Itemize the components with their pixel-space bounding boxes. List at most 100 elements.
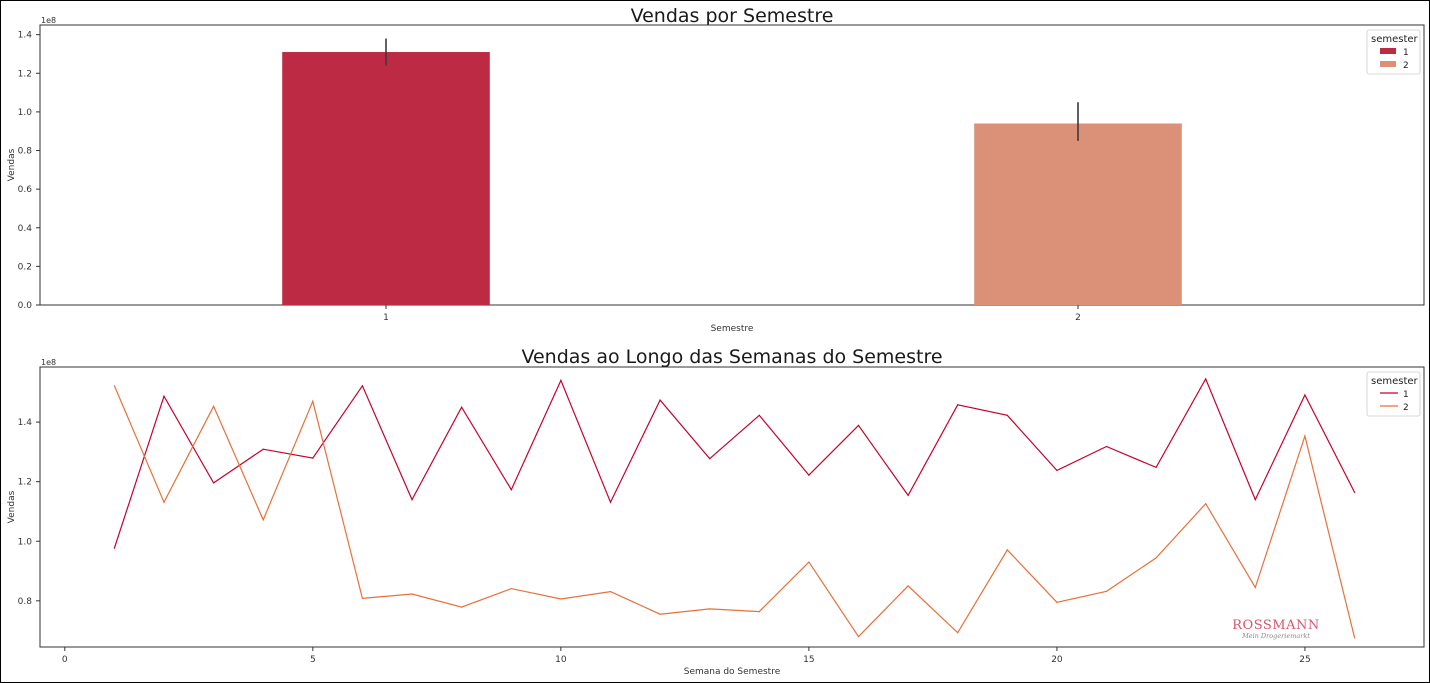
- line-chart-axes-frame: [39, 366, 1425, 648]
- bar-chart-bars: [282, 38, 1182, 305]
- rossmann-logo-tagline: Mein Drogeriemarkt: [1241, 632, 1310, 640]
- line-point-s2-w17: [907, 585, 909, 587]
- line-point-s2-w9: [510, 588, 512, 590]
- line-series-2: [113, 385, 1356, 638]
- line-point-s1-w14: [758, 414, 760, 416]
- line-chart-x-ticks: 0 5 10 15 20 25: [62, 647, 1311, 665]
- line-point-s1-w22: [1155, 466, 1157, 468]
- line-ytick-label-1: 1.0: [18, 537, 33, 547]
- line-point-s1-w19: [1006, 414, 1008, 416]
- line-point-s1-w3: [213, 482, 215, 484]
- line-chart-series: [113, 377, 1356, 639]
- line-xtick-label-2: 10: [555, 655, 567, 665]
- line-point-s1-w25: [1304, 394, 1306, 396]
- line-chart-title: Vendas ao Longo das Semanas do Semestre: [521, 346, 942, 368]
- bar-ytick-label-3: 0.6: [18, 185, 33, 195]
- bar-1: [282, 52, 490, 305]
- bar-ytick-label-1: 0.2: [18, 262, 32, 272]
- line-point-s2-w21: [1105, 590, 1108, 592]
- line-point-s1-w1: [113, 547, 116, 549]
- bar-chart-y-offset: 1e8: [41, 16, 56, 25]
- line-chart-y-ticks: 0.8 1.0 1.2 1.4: [18, 418, 40, 607]
- line-series-1: [113, 377, 1356, 549]
- bar-legend-title: semester: [1371, 34, 1419, 45]
- line-ytick-label-3: 1.4: [18, 418, 33, 428]
- line-point-s1-w20: [1056, 469, 1058, 471]
- line-point-s2-w14: [758, 610, 760, 613]
- line-point-s1-w11: [609, 501, 612, 503]
- bar-chart-y-label: Vendas: [7, 148, 17, 181]
- line-point-s1-w7: [411, 498, 413, 501]
- bar-legend-label-1: 1: [1403, 48, 1409, 58]
- line-point-s1-w12: [659, 399, 661, 401]
- bar-xtick-label-0: 1: [383, 313, 389, 323]
- line-point-s1-w10: [560, 379, 562, 382]
- line-point-s2-w20: [1056, 601, 1058, 603]
- line-chart: Vendas ao Longo das Semanas do Semestre …: [7, 346, 1425, 677]
- line-chart-legend: semester 1 2: [1366, 371, 1421, 417]
- line-point-s2-w10: [560, 598, 562, 600]
- bar-ytick-label-0: 0.0: [18, 301, 33, 311]
- line-xtick-label-3: 15: [803, 655, 814, 665]
- line-chart-y-label: Vendas: [7, 490, 17, 523]
- bar-legend-swatch-1: [1380, 48, 1396, 54]
- line-point-s1-w17: [907, 494, 909, 496]
- line-point-s2-w16: [857, 635, 860, 638]
- line-legend-label-1: 1: [1403, 390, 1409, 400]
- line-point-s2-w24: [1254, 586, 1256, 589]
- bar-ytick-label-6: 1.2: [18, 69, 32, 79]
- line-chart-x-label: Semana do Semestre: [684, 667, 781, 677]
- line-point-s2-w23: [1205, 503, 1207, 505]
- line-point-s1-w9: [510, 489, 512, 491]
- line-point-s2-w4: [262, 519, 264, 521]
- line-point-s2-w8: [461, 606, 463, 608]
- line-point-s1-w8: [461, 406, 463, 408]
- bar-ytick-label-4: 0.8: [18, 147, 33, 157]
- line-point-s1-w4: [262, 448, 264, 450]
- bar-chart-x-label: Semestre: [711, 324, 754, 334]
- line-point-s1-w6: [361, 385, 364, 387]
- line-xtick-label-5: 25: [1299, 655, 1310, 665]
- line-point-s2-w3: [213, 405, 215, 407]
- line-point-s2-w26: [1353, 637, 1356, 639]
- bar-chart: Vendas por Semestre 1e8 0.0 0.2 0.4 0.6 0.8 1…: [7, 5, 1425, 334]
- line-ytick-label-0: 0.8: [18, 597, 33, 607]
- line-point-s1-w18: [957, 404, 959, 406]
- line-legend-label-2: 2: [1403, 403, 1409, 413]
- line-point-s2-w22: [1155, 557, 1157, 559]
- line-point-s2-w18: [957, 632, 959, 634]
- rossmann-logo: ROSSMANN Mein Drogeriemarkt: [1232, 618, 1319, 640]
- line-point-s2-w11: [609, 590, 612, 593]
- line-point-s1-w21: [1105, 445, 1108, 448]
- line-point-s1-w2: [163, 395, 165, 397]
- line-xtick-label-4: 20: [1051, 655, 1063, 665]
- line-point-s1-w5: [312, 457, 314, 459]
- bar-legend-label-2: 2: [1403, 61, 1409, 71]
- bar-xtick-label-1: 2: [1075, 313, 1081, 323]
- line-chart-y-offset: 1e8: [41, 358, 56, 367]
- line-point-s1-w24: [1254, 498, 1256, 501]
- line-legend-frame: [1366, 371, 1421, 417]
- line-point-s1-w15: [808, 474, 810, 476]
- bar-ytick-label-7: 1.4: [18, 31, 33, 41]
- bar-2: [974, 123, 1182, 305]
- bar-chart-legend: semester 1 2: [1366, 29, 1421, 75]
- line-point-s2-w2: [163, 501, 165, 503]
- rossmann-logo-text: ROSSMANN: [1232, 618, 1319, 633]
- line-point-s2-w1: [113, 385, 116, 387]
- line-legend-title: semester: [1371, 376, 1419, 387]
- bar-chart-title: Vendas por Semestre: [631, 5, 834, 27]
- bar-chart-y-ticks: 0.0 0.2 0.4 0.6 0.8 1.0 1.2 1.4: [18, 31, 40, 311]
- line-point-s2-w15: [808, 561, 810, 563]
- bar-ytick-label-5: 1.0: [18, 108, 33, 118]
- line-point-s1-w16: [857, 424, 860, 426]
- bar-legend-swatch-2: [1380, 61, 1396, 67]
- line-point-s2-w7: [411, 593, 413, 595]
- line-xtick-label-0: 0: [62, 655, 68, 665]
- line-point-s1-w13: [709, 458, 711, 460]
- line-point-s2-w5: [312, 400, 314, 402]
- line-point-s2-w19: [1006, 549, 1008, 551]
